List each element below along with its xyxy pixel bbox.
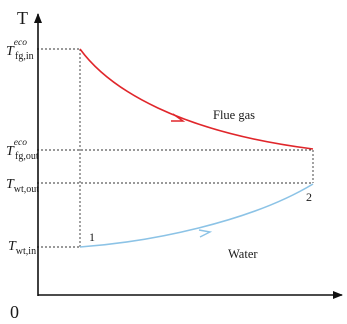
label-t-fg-out-main: T [6,144,15,159]
flue-gas-direction-arrow [171,113,186,122]
label-t-fg-out-sup: eco [14,138,27,148]
label-t-fg-in-main: T [6,44,15,59]
y-axis-title: T [17,8,28,28]
label-t-wt-in-main: T [8,239,17,254]
label-t-fg-in: Teco fg,in [6,38,34,62]
water-label: Water [228,247,258,261]
origin-label: 0 [10,302,19,322]
water-curve [79,183,314,248]
point-2-label: 2 [306,190,312,204]
flue-gas-curve [79,48,314,150]
label-t-wt-out: Twt,out [6,177,39,195]
label-t-wt-out-sub: wt,out [14,184,40,195]
label-t-fg-out-sub: fg,out [15,151,39,162]
label-t-fg-in-sup: eco [14,38,27,48]
water-direction-arrow [198,229,213,238]
label-t-fg-in-sub: fg,in [15,51,34,62]
flue-gas-label: Flue gas [213,108,255,122]
label-t-fg-out: Teco fg,out [6,138,39,162]
label-t-wt-in-sub: wt,in [16,246,36,257]
label-t-wt-in: Twt,in [8,239,36,257]
point-1-label: 1 [89,230,95,244]
guide-lines [37,48,314,248]
label-t-wt-out-main: T [6,177,15,192]
